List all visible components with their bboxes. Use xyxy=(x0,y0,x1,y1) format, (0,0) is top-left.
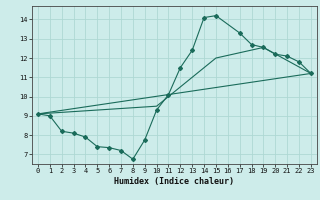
X-axis label: Humidex (Indice chaleur): Humidex (Indice chaleur) xyxy=(115,177,234,186)
